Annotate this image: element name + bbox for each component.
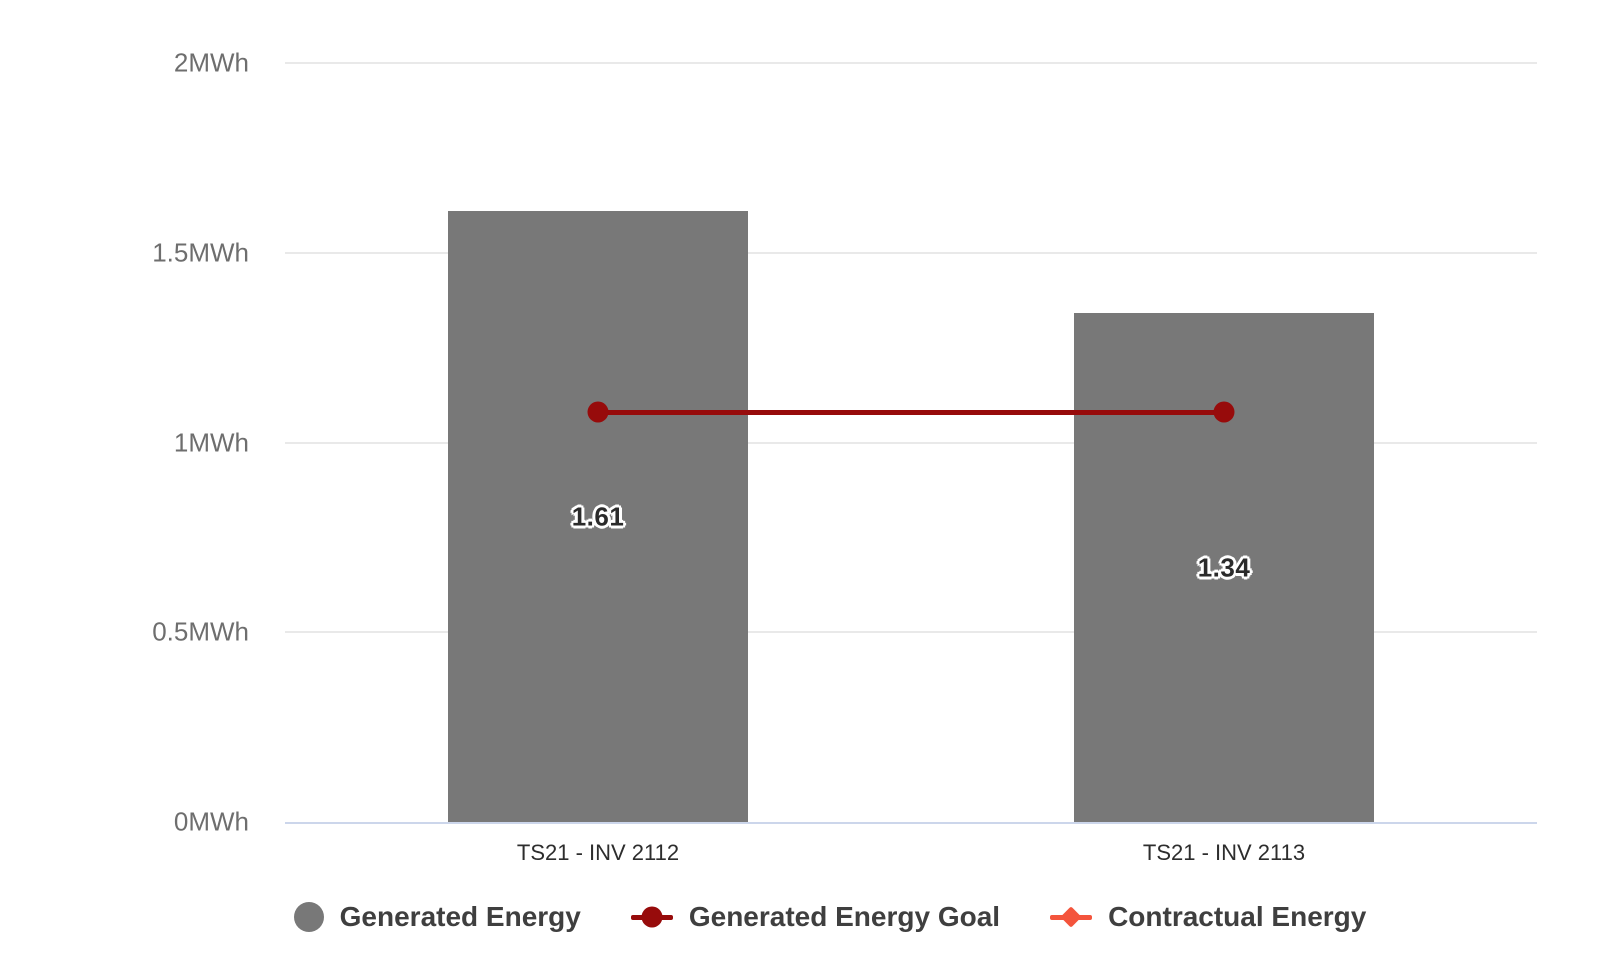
- legend-item-generated-energy-goal[interactable]: Generated Energy Goal: [630, 901, 1001, 933]
- y-axis-tick-label: 0MWh: [173, 806, 249, 837]
- legend-label-contractual-energy: Contractual Energy: [1108, 901, 1367, 932]
- chart-legend: Generated Energy Generated Energy Goal C…: [30, 901, 1600, 933]
- y-axis-tick-label: 1MWh: [173, 427, 249, 457]
- y-axis-tick-label: 1.5MWh: [152, 237, 249, 268]
- x-axis-category-label: TS21 - INV 2112: [516, 840, 680, 865]
- dot-icon: [641, 906, 663, 928]
- bar-generated-energy[interactable]: [1074, 313, 1374, 822]
- y-axis-tick-label: 0.5MWh: [152, 616, 249, 647]
- bar-value-label: 1.61: [571, 501, 625, 531]
- x-axis-category-label: TS21 - INV 2113: [1142, 840, 1306, 865]
- bar-value-label: 1.34: [1197, 552, 1251, 583]
- y-axis-tick-label: 2MWh: [173, 47, 249, 78]
- bar-generated-energy[interactable]: [448, 211, 748, 822]
- gridline: [285, 441, 1537, 444]
- goal-point-marker[interactable]: [1213, 401, 1235, 423]
- gridline: [285, 251, 1537, 254]
- generated-energy-goal-line[interactable]: [598, 409, 1224, 415]
- legend-item-contractual-energy[interactable]: Contractual Energy: [1050, 901, 1366, 933]
- gridline: [285, 631, 1537, 634]
- legend-label-generated-energy: Generated Energy: [339, 901, 581, 932]
- legend-label-generated-energy-goal: Generated Energy Goal: [688, 901, 1001, 932]
- gridline: [285, 62, 1537, 64]
- goal-point-marker[interactable]: [587, 401, 609, 423]
- line-diamond-marker-icon: [1050, 906, 1093, 928]
- circle-marker-icon: [293, 902, 324, 932]
- diamond-icon: [1060, 906, 1082, 928]
- legend-item-generated-energy[interactable]: Generated Energy: [293, 901, 581, 933]
- line-dot-marker-icon: [630, 906, 673, 928]
- plot-area: 0MWh 0.5MWh 1MWh 1.5MWh 2MWh 1.61 TS21 - INV 2…: [152, 48, 1537, 865]
